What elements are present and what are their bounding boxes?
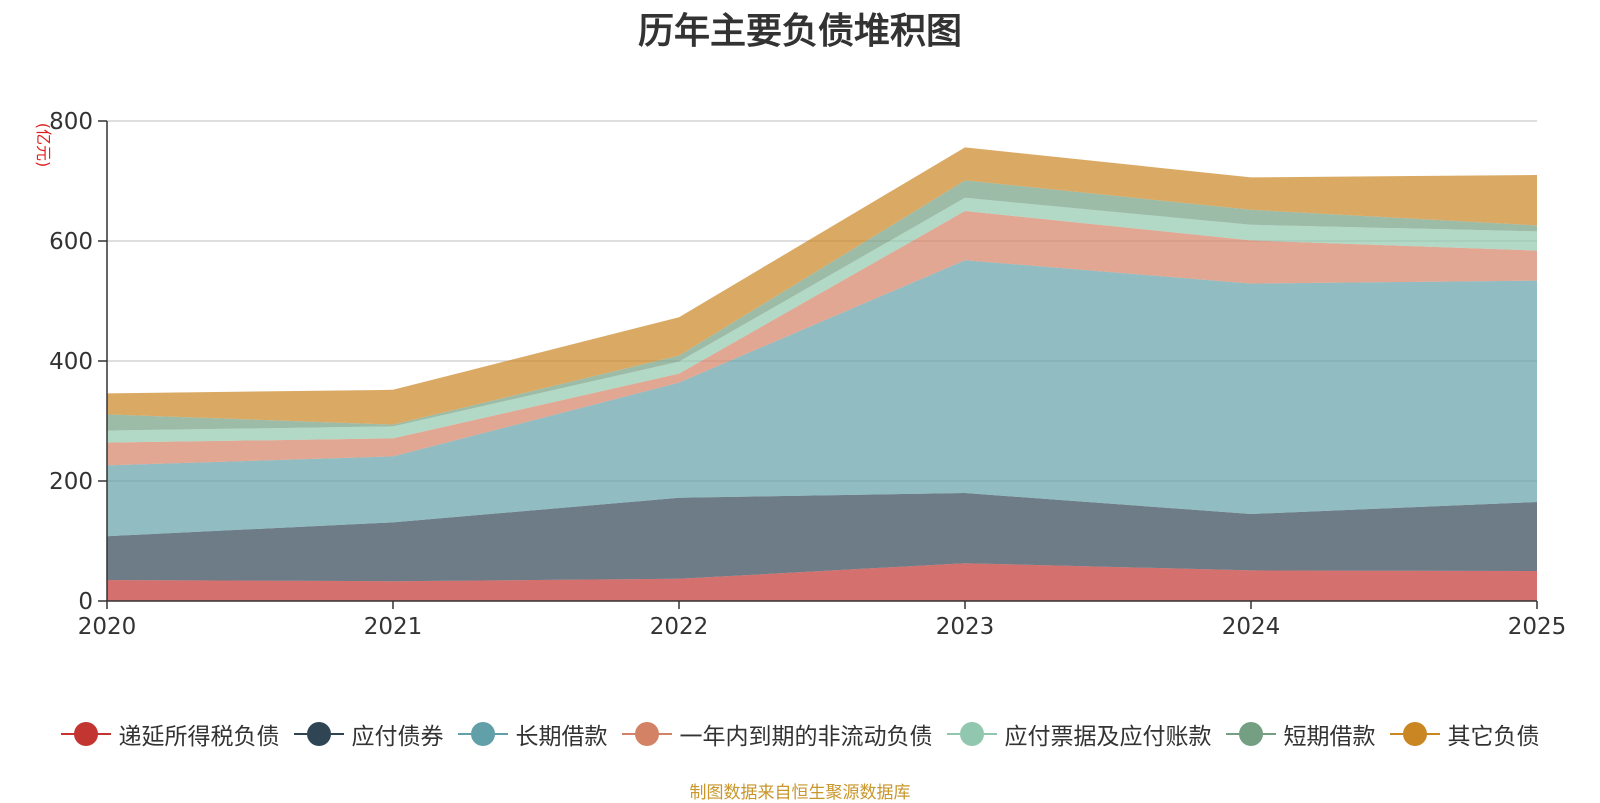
x-tick-label: 2025 — [1508, 614, 1567, 640]
y-tick-label: 400 — [49, 349, 93, 375]
legend-marker-icon — [946, 722, 997, 746]
legend-marker-icon — [621, 722, 672, 746]
x-tick-label: 2020 — [78, 614, 137, 640]
y-tick-label: 200 — [49, 469, 93, 495]
y-tick-label: 0 — [78, 589, 93, 615]
area-series-3[interactable] — [107, 260, 1537, 537]
y-tick-label: 800 — [49, 109, 93, 135]
legend-marker-icon — [457, 722, 508, 746]
legend-item-3[interactable]: 长期借款 — [457, 717, 608, 751]
chart-title: 历年主要负债堆积图 — [637, 11, 962, 52]
legend-item-1[interactable]: 递延所得税负债 — [60, 717, 280, 751]
legend-label: 递延所得税负债 — [118, 724, 280, 750]
legend-item-2[interactable]: 应付债券 — [293, 717, 444, 751]
area-series-1[interactable] — [107, 563, 1537, 601]
legend-marker-icon — [293, 722, 344, 746]
area-series-7[interactable] — [107, 147, 1537, 425]
legend-label: 一年内到期的非流动负债 — [679, 724, 933, 750]
legend-item-4[interactable]: 一年内到期的非流动负债 — [621, 717, 933, 751]
legend-label: 长期借款 — [515, 724, 608, 750]
x-tick-label: 2024 — [1222, 614, 1281, 640]
x-tick-label: 2021 — [364, 614, 423, 640]
legend-item-5[interactable]: 应付票据及应付账款 — [946, 717, 1212, 751]
legend-marker-icon — [1225, 722, 1276, 746]
y-tick-label: 600 — [49, 229, 93, 255]
area-series-2[interactable] — [107, 493, 1537, 582]
legend-label: 短期借款 — [1283, 724, 1376, 750]
legend-label: 其它负债 — [1447, 724, 1540, 750]
source-note: 制图数据来自恒生聚源数据库 — [689, 783, 911, 803]
area-series-4[interactable] — [107, 211, 1537, 466]
axes: 0 200 400 600 800 2020 2021 2022 2023 2024 2025 (亿元… — [34, 109, 1566, 640]
legend-label: 应付债券 — [351, 724, 444, 750]
y-axis-label: (亿元) — [34, 123, 53, 168]
x-tick-label: 2023 — [936, 614, 995, 640]
legend: 递延所得税负债 应付债券 长期借款 一年内到期的非流动负债 应付票据及应付账款 短期借款 其… — [0, 716, 1600, 752]
legend-label: 应付票据及应付账款 — [1004, 724, 1212, 750]
legend-item-7[interactable]: 其它负债 — [1389, 717, 1540, 751]
legend-marker-icon — [60, 722, 111, 746]
x-tick-label: 2022 — [650, 614, 709, 640]
legend-marker-icon — [1389, 722, 1440, 746]
legend-item-6[interactable]: 短期借款 — [1225, 717, 1376, 751]
area-series-layer — [107, 147, 1537, 601]
